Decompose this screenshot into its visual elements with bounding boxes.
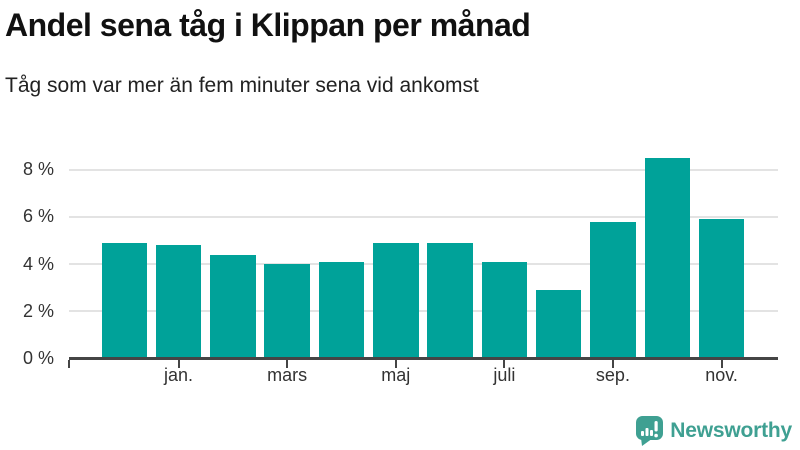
bar	[535, 290, 582, 359]
x-axis-tick	[68, 360, 70, 368]
x-axis-tick-label: nov.	[705, 365, 738, 385]
x-axis-tick	[177, 360, 180, 368]
y-axis-tick-label: 4 %	[22, 253, 54, 274]
gridline	[69, 310, 778, 313]
chart-title: Andel sena tåg i Klippan per månad	[5, 7, 531, 43]
x-axis-line	[69, 357, 778, 360]
gridline	[69, 215, 778, 218]
x-axis-tick-label: jan.	[164, 365, 194, 385]
x-axis-tick-label: mars	[267, 365, 308, 385]
chart-subtitle: Tåg som var mer än fem minuter sena vid …	[5, 74, 479, 97]
newsworthy-logo[interactable]: Newsworthy	[635, 415, 792, 446]
bar	[427, 242, 473, 359]
bar	[481, 261, 528, 359]
x-axis-tick-label: maj	[381, 365, 411, 385]
bar	[373, 242, 419, 359]
bar	[101, 242, 147, 359]
y-axis-tick-label: 2 %	[22, 300, 54, 321]
bar	[590, 221, 636, 359]
y-axis-tick-label: 0 %	[22, 348, 54, 368]
y-axis-tick-label: 8 %	[22, 159, 54, 180]
bar	[698, 219, 745, 359]
bar	[318, 261, 365, 359]
y-axis-tick-label: 6 %	[22, 206, 54, 227]
gridline	[69, 263, 778, 266]
bar	[264, 264, 310, 359]
x-axis-tick	[286, 360, 289, 368]
gridline	[69, 168, 778, 171]
x-axis-tick-label: sep.	[595, 365, 630, 385]
x-axis-tick-label: juli	[493, 365, 516, 385]
x-axis-tick	[720, 360, 723, 368]
newsworthy-bubble-chart-icon	[636, 416, 664, 446]
bar	[155, 245, 202, 359]
bar	[210, 254, 256, 359]
x-axis-tick	[394, 360, 397, 368]
bar	[644, 157, 690, 359]
newsworthy-brand-text: Newsworthy	[670, 418, 792, 442]
x-axis-tick	[611, 360, 614, 368]
x-axis-tick	[503, 360, 506, 368]
